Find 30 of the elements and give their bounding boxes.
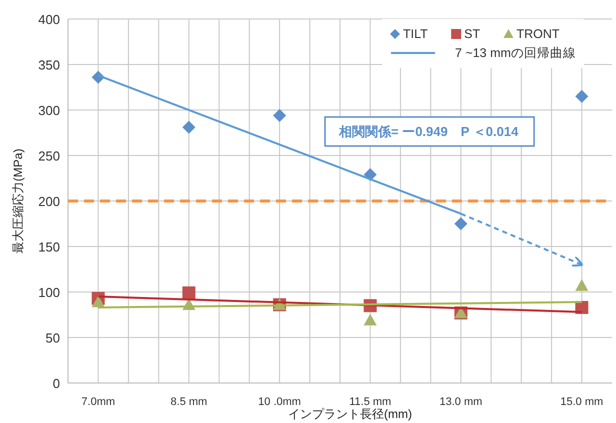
point bbox=[575, 90, 588, 103]
legend-label: ST bbox=[464, 27, 480, 41]
point bbox=[182, 286, 196, 300]
legend-label: TRONT bbox=[516, 27, 560, 41]
point bbox=[182, 120, 196, 134]
x-tick-label: 8.5 mm bbox=[170, 396, 208, 408]
point bbox=[575, 279, 588, 291]
x-tick-label: 15.0 mm bbox=[560, 396, 604, 408]
point bbox=[454, 217, 468, 230]
y-tick-label: 400 bbox=[38, 12, 60, 27]
y-tick-label: 200 bbox=[38, 194, 60, 209]
x-tick-label: 13.0 mm bbox=[439, 396, 482, 408]
annotation: 相関関係= ー0.949 P ＜0.014 bbox=[338, 124, 520, 139]
legend-label: 7 ~13 mmの回帰曲線 bbox=[455, 46, 576, 60]
y-tick-label: 300 bbox=[38, 103, 60, 118]
x-tick-label: 7.0mm bbox=[81, 396, 116, 408]
legend-label: TILT bbox=[403, 27, 428, 41]
y-tick-label: 250 bbox=[38, 148, 60, 164]
point bbox=[364, 314, 377, 326]
x-tick-label: 11.5 mm bbox=[349, 396, 392, 408]
x-tick-label: 10 .0mm bbox=[258, 396, 301, 408]
point bbox=[273, 108, 286, 122]
y-tick-label: 50 bbox=[46, 330, 60, 346]
x-axis-title: インプラント長径(mm) bbox=[288, 407, 412, 421]
y-tick-label: 350 bbox=[38, 58, 60, 72]
y-axis-title: 最大圧縮応力(MPa) bbox=[11, 148, 25, 254]
y-tick-label: 100 bbox=[38, 285, 60, 300]
y-tick-label: 150 bbox=[38, 240, 60, 254]
point bbox=[92, 296, 105, 308]
y-tick-label: 0 bbox=[52, 376, 60, 391]
